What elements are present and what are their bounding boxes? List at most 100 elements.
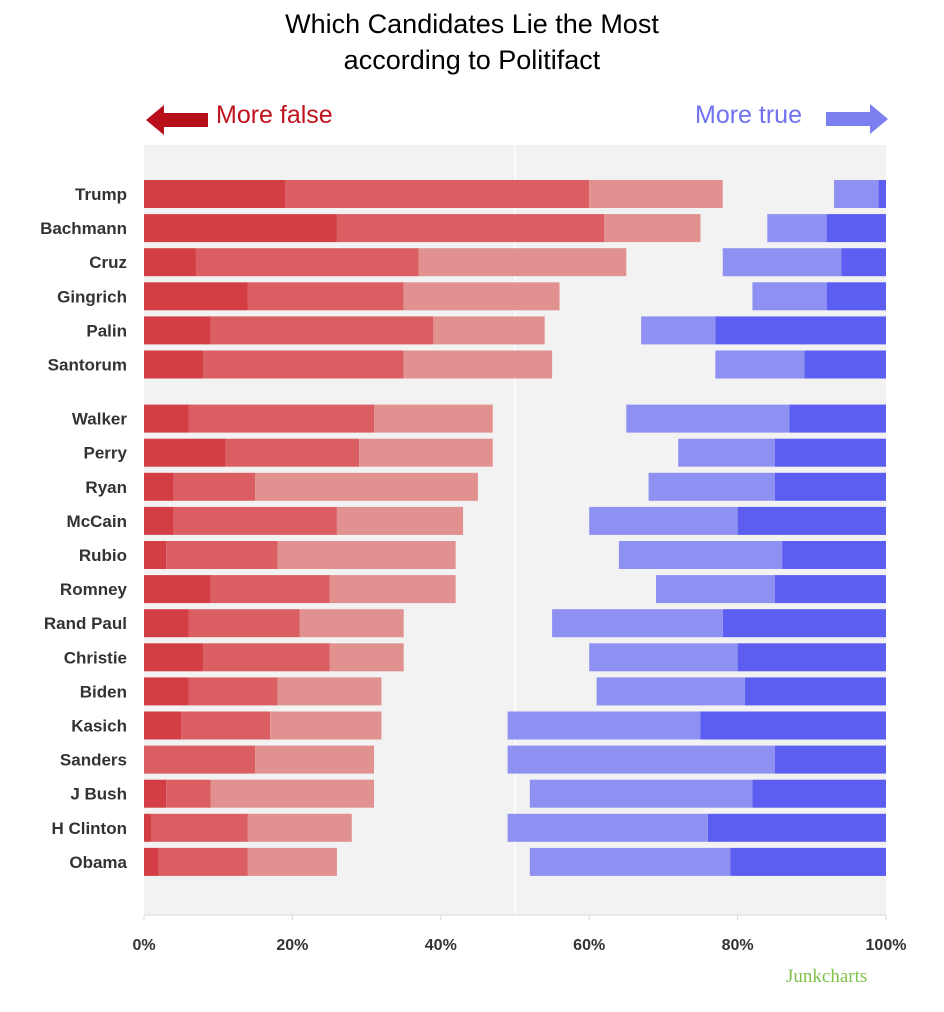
- bar-true-1-h-clinton: [507, 813, 708, 842]
- x-tick-label-0: 0%: [132, 937, 155, 954]
- bar-true-1-obama: [529, 847, 731, 876]
- bar-false-3-ryan: [255, 472, 478, 501]
- bar-true-1-rand-paul: [552, 609, 723, 638]
- bar-true-2-gingrich: [826, 282, 886, 311]
- x-tick-label-80: 80%: [722, 937, 754, 954]
- bar-false-3-kasich: [270, 711, 382, 740]
- x-tick-label-60: 60%: [573, 937, 605, 954]
- right-arrow-icon: [826, 104, 888, 134]
- bar-true-2-bachmann: [826, 214, 886, 243]
- category-label-ryan: Ryan: [85, 478, 127, 497]
- bar-true-1-sanders: [507, 745, 775, 774]
- category-label-perry: Perry: [84, 444, 128, 463]
- bar-false-2-santorum: [203, 350, 404, 379]
- bar-true-2-obama: [730, 847, 886, 876]
- category-label-obama: Obama: [69, 853, 127, 872]
- bar-true-1-santorum: [715, 350, 805, 379]
- bar-false-3-biden: [277, 677, 382, 706]
- bar-false-3-walker: [374, 404, 493, 433]
- chart-title: Which Candidates Lie the Most according …: [0, 6, 944, 79]
- bar-false-1-rand-paul: [144, 609, 189, 638]
- bar-true-1-rubio: [618, 541, 783, 569]
- bar-false-2-christie: [203, 643, 330, 672]
- category-label-romney: Romney: [60, 580, 128, 599]
- bar-false-2-rand-paul: [188, 609, 300, 638]
- bar-false-2-walker: [188, 404, 375, 433]
- bar-false-2-trump: [284, 180, 590, 208]
- bar-false-3-romney: [329, 575, 456, 604]
- x-tick-label-20: 20%: [276, 937, 308, 954]
- bar-true-2-ryan: [774, 472, 886, 501]
- bar-false-1-gingrich: [144, 282, 248, 311]
- category-label-trump: Trump: [75, 185, 127, 204]
- category-label-kasich: Kasich: [71, 717, 127, 736]
- title-line-2: according to Politifact: [343, 45, 601, 76]
- bar-false-2-kasich: [181, 711, 271, 740]
- bar-false-3-mccain: [336, 506, 464, 535]
- bar-false-2-bachmann: [336, 214, 605, 243]
- bar-true-1-j-bush: [529, 779, 753, 808]
- bar-true-2-biden: [745, 677, 886, 706]
- bar-true-2-kasich: [700, 711, 886, 740]
- bar-true-1-ryan: [648, 472, 775, 501]
- bar-false-3-bachmann: [604, 214, 701, 243]
- bar-true-2-trump: [878, 180, 886, 208]
- bar-true-1-bachmann: [767, 214, 827, 243]
- bar-false-3-perry: [359, 438, 493, 467]
- bar-false-1-obama: [144, 847, 159, 876]
- bar-false-3-rand-paul: [299, 609, 404, 638]
- bar-true-2-perry: [774, 438, 886, 467]
- category-label-rand-paul: Rand Paul: [44, 614, 127, 633]
- bar-true-1-mccain: [589, 506, 738, 535]
- bar-false-3-gingrich: [403, 282, 560, 311]
- category-label-walker: Walker: [72, 410, 128, 429]
- bar-false-2-j-bush: [166, 779, 211, 808]
- bar-false-1-rubio: [144, 541, 167, 569]
- bar-true-1-gingrich: [752, 282, 827, 311]
- bar-false-1-ryan: [144, 472, 174, 501]
- bar-false-3-cruz: [418, 248, 627, 277]
- bar-false-1-bachmann: [144, 214, 337, 243]
- more-true-label: More true: [695, 101, 802, 129]
- category-label-palin: Palin: [86, 321, 127, 340]
- bar-false-1-walker: [144, 404, 189, 433]
- bar-false-3-christie: [329, 643, 404, 672]
- category-label-cruz: Cruz: [89, 253, 127, 272]
- bar-true-1-romney: [655, 575, 775, 604]
- bar-false-1-cruz: [144, 248, 196, 277]
- bar-false-2-biden: [188, 677, 278, 706]
- bar-false-2-perry: [225, 438, 360, 467]
- bar-false-2-cruz: [195, 248, 419, 277]
- bar-false-2-h-clinton: [151, 813, 248, 842]
- bar-false-3-santorum: [403, 350, 553, 379]
- bar-false-1-biden: [144, 677, 189, 706]
- bar-false-2-mccain: [173, 506, 337, 535]
- bar-false-1-santorum: [144, 350, 204, 379]
- bar-true-2-romney: [774, 575, 886, 604]
- bar-true-1-christie: [589, 643, 738, 672]
- bar-false-3-sanders: [255, 745, 375, 774]
- bar-true-2-cruz: [841, 248, 886, 277]
- bar-true-1-biden: [596, 677, 746, 706]
- bar-false-1-trump: [144, 180, 285, 208]
- category-label-sanders: Sanders: [60, 751, 127, 770]
- plot-background: [144, 145, 886, 915]
- category-label-santorum: Santorum: [48, 356, 127, 375]
- bar-true-2-santorum: [804, 350, 886, 379]
- bar-false-2-obama: [158, 847, 248, 876]
- bar-false-2-sanders: [144, 745, 256, 774]
- bar-false-2-ryan: [173, 472, 256, 501]
- category-label-christie: Christie: [64, 648, 127, 667]
- category-label-bachmann: Bachmann: [40, 219, 127, 238]
- bar-false-2-gingrich: [247, 282, 404, 311]
- bar-true-1-walker: [626, 404, 790, 433]
- bar-true-2-sanders: [774, 745, 886, 774]
- category-label-biden: Biden: [80, 682, 127, 701]
- category-label-gingrich: Gingrich: [57, 287, 127, 306]
- bar-false-1-palin: [144, 316, 211, 345]
- more-false-label: More false: [216, 101, 333, 129]
- bar-false-3-trump: [589, 180, 723, 208]
- category-label-j-bush: J Bush: [70, 785, 127, 804]
- bar-true-1-palin: [641, 316, 716, 345]
